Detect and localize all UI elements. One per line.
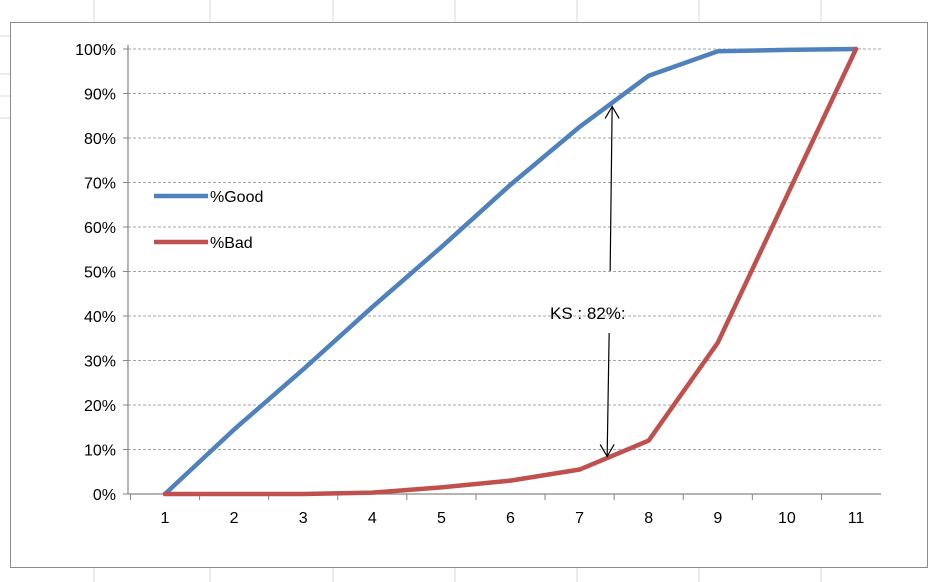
y-tick-label: 40% — [84, 309, 116, 326]
x-tick-label: 7 — [575, 510, 584, 527]
chart-area[interactable]: 0% 10% 20% 30% 40% 50% 60% 70% 80% 90% 100% 1 2 3 4 5 6 7… — [10, 22, 928, 568]
x-tick-label: 10 — [778, 510, 796, 527]
legend-label-good: %Good — [210, 189, 263, 206]
y-tick-label: 20% — [84, 398, 116, 415]
ks-arrowhead-up — [604, 105, 620, 119]
legend-label-bad: %Bad — [210, 235, 253, 252]
ks-arrow-upper-shaft — [609, 106, 613, 272]
y-tick-label: 30% — [84, 354, 116, 371]
y-tick-label: 80% — [84, 131, 116, 148]
series-line-good — [162, 46, 859, 497]
x-tick-label: 11 — [848, 510, 865, 527]
x-tick-label: 9 — [713, 510, 722, 527]
x-tick-label: 8 — [644, 510, 653, 527]
ks-annotation-label: KS : 82%: — [550, 304, 626, 323]
y-tick-label: 0% — [93, 487, 116, 504]
x-tick-label: 5 — [437, 510, 446, 527]
x-tick-label: 2 — [230, 510, 239, 527]
x-tick-label: 6 — [506, 510, 515, 527]
y-tick-label: 90% — [84, 87, 116, 104]
series-line-bad — [162, 46, 859, 497]
y-tick-label: 10% — [84, 443, 116, 460]
x-tick-label: 3 — [299, 510, 308, 527]
y-tick-label: 100% — [75, 42, 116, 59]
ks-arrowhead-down — [599, 444, 615, 458]
y-tick-label: 60% — [84, 220, 116, 237]
y-tick-label: 50% — [84, 265, 116, 282]
x-tick-label: 4 — [368, 510, 377, 527]
ks-arrow-lower-shaft — [606, 332, 610, 457]
y-tick-label: 70% — [84, 176, 116, 193]
ks-chart: 0% 10% 20% 30% 40% 50% 60% 70% 80% 90% 100% 1 2 3 4 5 6 7… — [75, 42, 881, 527]
x-tick-label: 1 — [161, 510, 170, 527]
